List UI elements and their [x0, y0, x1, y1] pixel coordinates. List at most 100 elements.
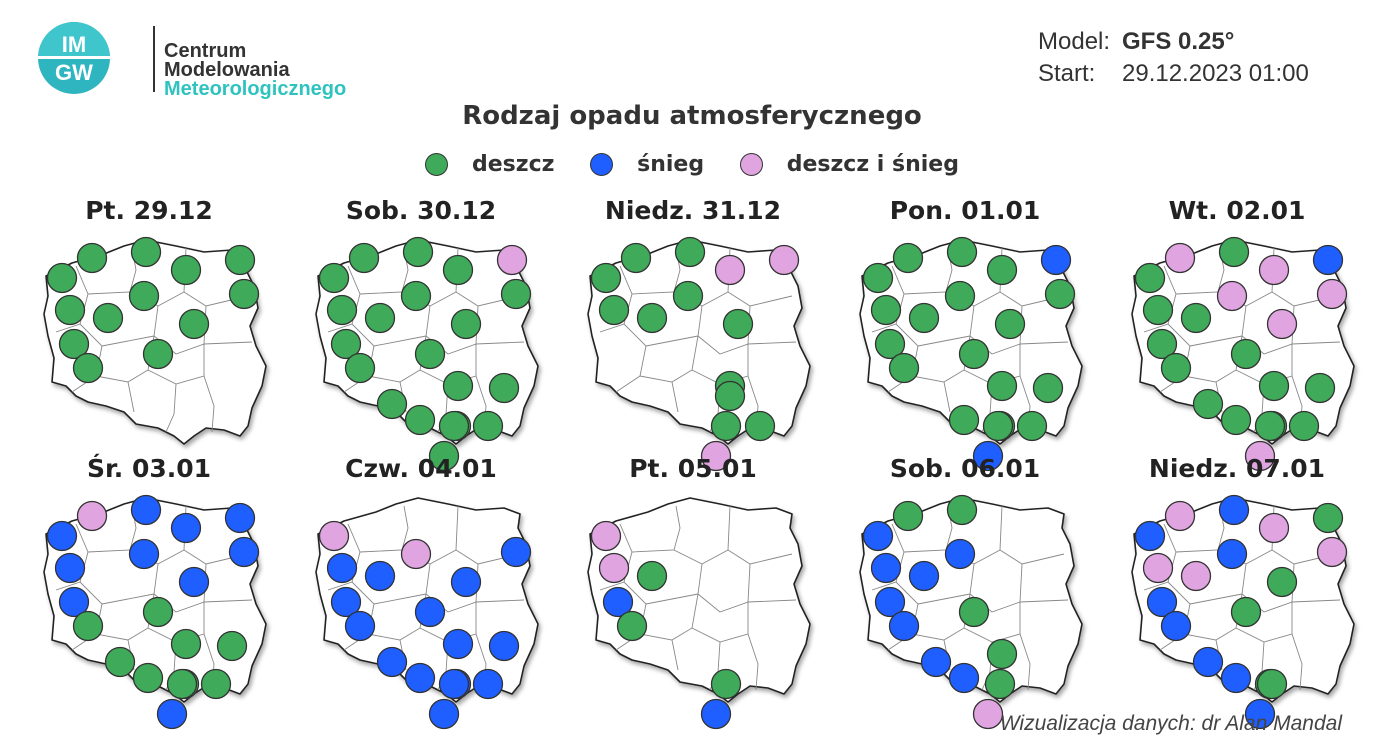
legend-label-rain: deszcz	[472, 152, 555, 177]
station-dot-krakow	[438, 668, 470, 700]
voivodeship-border	[1189, 593, 1243, 605]
station-dot-krakow	[710, 668, 742, 700]
station-dot-gdansk	[946, 236, 978, 268]
station-dot-ustka	[348, 242, 380, 274]
station-dot-lodz	[1230, 596, 1262, 628]
day-label: Wt. 02.01	[1168, 196, 1306, 225]
day-map	[859, 494, 1083, 730]
day-map	[1131, 494, 1355, 730]
station-dot-szczecin	[326, 294, 358, 326]
station-dot-katowice	[714, 380, 746, 412]
station-dot-krakow	[710, 410, 742, 442]
logo-line-2: Modelowania	[164, 59, 290, 81]
station-dot-ustka	[76, 500, 108, 532]
station-dot-zakopane	[428, 698, 460, 730]
voivodeship-border	[475, 341, 525, 345]
station-dot-zakopane	[1244, 440, 1276, 472]
station-dot-bialystok	[228, 536, 260, 568]
legend-item-snow: śnieg	[590, 152, 704, 177]
voivodeship-border	[101, 335, 155, 347]
station-dot-opole	[984, 668, 1016, 700]
station-dot-olsztyn	[1258, 512, 1290, 544]
station-dot-bialystok	[1316, 536, 1348, 568]
station-dot-koszalin	[318, 262, 350, 294]
voivodeship-border	[203, 375, 215, 433]
mix-dot-icon	[739, 153, 763, 176]
day-label: Sob. 06.01	[889, 454, 1041, 483]
station-dot-koszalin	[862, 520, 894, 552]
station-dot-zielona	[344, 352, 376, 384]
station-dot-bydgoszcz	[672, 280, 704, 312]
station-dot-bialystok	[500, 536, 532, 568]
station-dot-koszalin	[590, 262, 622, 294]
station-dot-zakopane	[700, 440, 732, 472]
model-value: GFS 0.25°	[1122, 28, 1235, 55]
station-dot-koszalin	[862, 262, 894, 294]
day-label: Niedz. 07.01	[1148, 454, 1326, 483]
station-dot-rzeszow	[200, 668, 232, 700]
station-dot-olsztyn	[714, 254, 746, 286]
station-dot-olsztyn	[170, 254, 202, 286]
credit: Wizualizacja danych: dr Alan Mandal	[999, 712, 1342, 735]
logo-divider	[153, 26, 155, 92]
imgw-badge-icon: IM GW	[38, 22, 110, 94]
station-dot-bialystok	[1316, 278, 1348, 310]
station-dot-krakow	[1254, 410, 1286, 442]
station-dot-wroclaw	[404, 662, 436, 694]
station-dot-lodz	[414, 338, 446, 370]
station-dot-gorzow	[602, 586, 634, 618]
station-dot-lublin	[488, 630, 520, 662]
station-dot-poznan	[1180, 560, 1212, 592]
station-dot-gdansk	[130, 494, 162, 526]
day-label: Pt. 05.01	[629, 454, 757, 483]
station-dot-poznan	[364, 302, 396, 334]
station-dot-poznan	[1180, 302, 1212, 334]
station-dot-krakow	[982, 410, 1014, 442]
station-dot-bydgoszcz	[128, 280, 160, 312]
station-dot-warszawa	[178, 566, 210, 598]
day-map	[315, 497, 539, 730]
station-dot-legnica	[920, 646, 952, 678]
station-dot-szczecin	[1142, 294, 1174, 326]
station-dot-bydgoszcz	[1216, 538, 1248, 570]
start-value: 29.12.2023 01:00	[1122, 60, 1309, 87]
model-info: Model: GFS 0.25° Start: 29.12.2023 01:00	[1038, 26, 1309, 90]
voivodeship-border	[203, 599, 253, 603]
station-dot-rzeszow	[1016, 410, 1048, 442]
logo-text: Centrum Modelowania Meteorologicznego	[164, 41, 346, 99]
day-label: Śr. 03.01	[86, 454, 212, 483]
station-dot-lodz	[1230, 338, 1262, 370]
start-label: Start:	[1038, 60, 1096, 87]
station-dot-ustka	[1164, 500, 1196, 532]
station-dot-lublin	[488, 372, 520, 404]
voivodeship-border	[917, 593, 971, 605]
station-dot-szczecin	[1142, 552, 1174, 584]
station-dot-opole	[1256, 668, 1288, 700]
station-dot-zielona	[616, 610, 648, 642]
station-dot-zakopane	[700, 698, 732, 730]
rain-dot-icon	[425, 153, 448, 176]
station-dot-bydgoszcz	[944, 280, 976, 312]
station-dot-gdansk	[1218, 236, 1250, 268]
station-dot-gorzow	[330, 328, 362, 360]
station-dot-zielona	[344, 610, 376, 642]
voivodeship-border	[645, 593, 699, 605]
station-dot-bydgoszcz	[1216, 280, 1248, 312]
station-dot-zielona	[72, 610, 104, 642]
station-dot-wroclaw	[1220, 662, 1252, 694]
station-dot-kielce	[986, 370, 1018, 402]
station-dot-ustka	[76, 242, 108, 274]
station-dot-kielce	[170, 628, 202, 660]
day-map	[1131, 236, 1355, 472]
station-dot-gorzow	[874, 586, 906, 618]
station-dot-legnica	[1192, 388, 1224, 420]
station-dot-warszawa	[994, 308, 1026, 340]
station-dot-gdansk	[1218, 494, 1250, 526]
page-title: Rodzaj opadu atmosferycznego	[462, 101, 922, 131]
station-dot-gdansk	[674, 236, 706, 268]
station-dot-szczecin	[598, 294, 630, 326]
station-dot-bialystok	[228, 278, 260, 310]
voivodeship-border	[1019, 599, 1069, 603]
station-dot-zielona	[1160, 610, 1192, 642]
station-dot-olsztyn	[170, 512, 202, 544]
